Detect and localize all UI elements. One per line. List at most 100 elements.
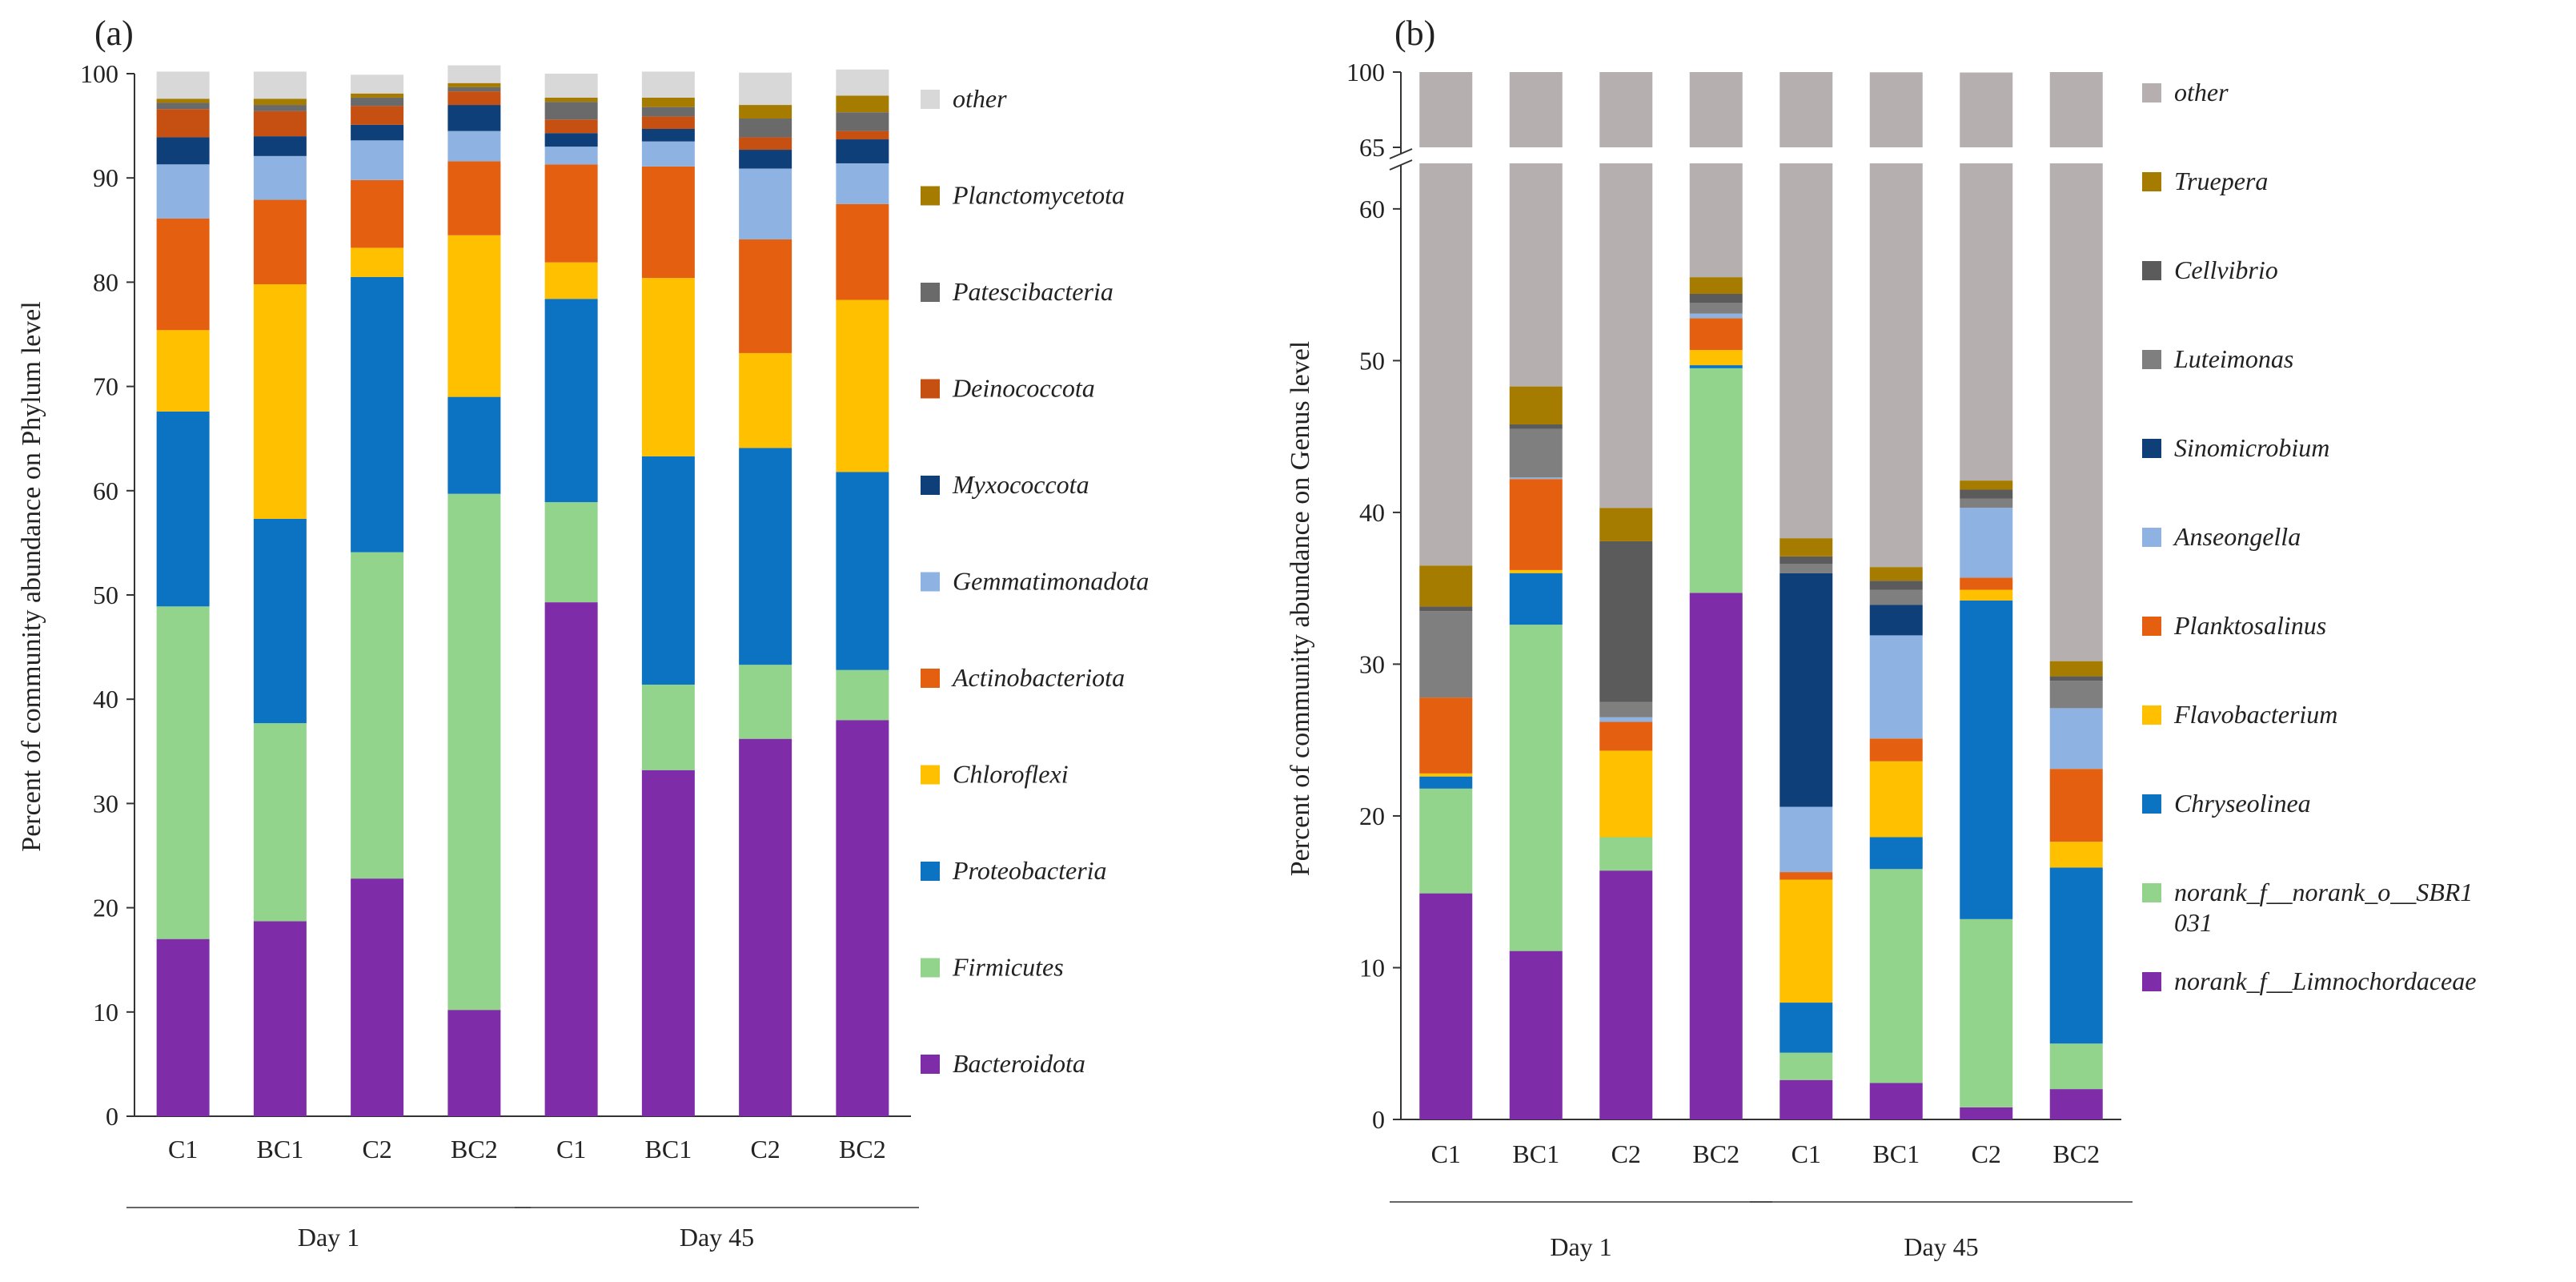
panel-a-bar-segment-firmicutes [351,552,404,879]
panel-a-bar-segment-bacteroidota [156,938,210,1116]
panel-b-legend-entry-norank-f-norank-o-sbr1031: norank_f__norank_o__SBR1 031 [2174,878,2473,937]
panel-b-y-tick-label: 40 [1359,498,1385,527]
panel-a-legend-swatch-myxococcota [921,476,940,495]
panel-b-bar-segment-norank-f-limnochordaceae [1419,893,1473,1119]
panel-b-legend-entry-sinomicrobium: Sinomicrobium [2174,433,2329,462]
panel-a-legend-swatch-bacteroidota [921,1055,940,1074]
panel-a-bar-segment-planctomycetota [447,82,501,87]
panel-b-bar-segment-planktosalinus [2049,769,2103,842]
panel-a-bar-segment-chloroflexi [156,330,210,412]
panel-a-y-tick-label: 10 [93,998,118,1027]
panel-a-bar-segment-deinococcota [641,116,695,130]
panel-a-bar-segment-firmicutes [156,606,210,939]
panel-b-y-tick-label: 50 [1359,346,1385,375]
panel-b-bar-segment-norank-f-norank-o-sbr1031 [1960,918,2013,1107]
panel-a-bar-segment-deinococcota [253,111,307,137]
panel-a-bar-segment-deinococcota [156,109,210,138]
panel-b-bar-segment-luteimonas [1509,428,1563,478]
panel-a-legend-entry-myxococcota: Myxococcota [952,470,1089,499]
panel-b-bar-segment-anseongella [1780,806,1833,873]
panel-a-bar-segment-actinobacteriota [641,166,695,279]
panel-a-bar-segment-bacteroidota [739,738,792,1116]
panel-a-bar-segment-bacteroidota [253,921,307,1116]
panel-b-bar-segment-planktosalinus [1960,577,2013,590]
panel-b-bar-segment-chryseolinea [1419,776,1473,789]
panel-a-legend-entry-proteobacteria: Proteobacteria [952,856,1107,885]
panel-a-bar-segment-deinococcota [351,106,404,125]
panel-a-bar-segment-firmicutes [641,684,695,770]
panel-a-bar-segment-proteobacteria [544,299,598,503]
panel-b-bar-segment-other [1599,72,1653,147]
panel-b-bar-segment-other [1869,163,1923,568]
panel-b-legend-entry-flavobacterium: Flavobacterium [2173,700,2337,729]
panel-b-bar-segment-luteimonas [1689,303,1743,314]
panel-a-bar-segment-firmicutes [544,502,598,603]
panel-b-bar-segment-truepera [1419,565,1473,607]
panel-a-bar-segment-myxococcota [836,139,889,163]
panel-a-y-tick-label: 40 [93,685,118,713]
panel-b-legend-entry-truepera: Truepera [2174,167,2268,195]
panel-a-bar-segment-firmicutes [253,723,307,922]
panel-a-legend-entry-firmicutes: Firmicutes [952,953,1064,982]
panel-b-legend: other Truepera Cellvibrio Luteimonas Sinomic… [2142,78,2476,995]
panel-b-bar-segment-planktosalinus [1419,697,1473,774]
panel-a-bar-segment-gemmatimonadota [447,131,501,162]
panel-b-x-tick-label: C1 [1431,1139,1461,1168]
panel-a-bars [156,65,889,1116]
panel-a-x-tick-label: BC1 [257,1135,304,1163]
panel-b-bar-segment-other [1960,72,2013,147]
panel-a-x-tick-label: C2 [362,1135,391,1163]
panel-b-bar-segment-luteimonas [1419,611,1473,698]
panel-a-bar-segment-myxococcota [351,124,404,141]
panel-a-bar-segment-firmicutes [739,665,792,739]
panel-b-bar-segment-anseongella [1509,477,1563,480]
panel-a-bar-segment-deinococcota [447,91,501,106]
panel-a-legend-entry-bacteroidota: Bacteroidota [953,1049,1085,1078]
panel-b-bar-segment-chryseolinea [1509,573,1563,625]
panel-a-legend-swatch-deinococcota [921,379,940,399]
panel-a-y-tick-label: 60 [93,476,118,505]
panel-b-legend-swatch-cellvibrio [2142,261,2161,280]
panel-b-group-label-day-45: Day 45 [1904,1232,1978,1261]
panel-b-legend-swatch-luteimonas [2142,350,2161,369]
panel-a-y-tick-label: 90 [93,163,118,192]
panel-a-legend-entry-actinobacteriota: Actinobacteriota [951,663,1125,692]
panel-a-bar-segment-proteobacteria [156,411,210,607]
panel-b-bar-segment-norank-f-norank-o-sbr1031 [1419,788,1473,894]
panel-a-bar-segment-actinobacteriota [447,161,501,235]
panel-a-bar-segment-chloroflexi [641,278,695,456]
panel-b-y-tick-label: 0 [1372,1105,1385,1134]
panel-b-axes: 0 10 20 30 40 50 60 65 100 C1 BC1 C2 BC2 C1 BC1 C2 BC2 Da… [1346,58,2133,1261]
panel-b-legend-swatch-truepera [2142,172,2161,191]
panel-b-bar-segment-planktosalinus [1780,872,1833,880]
panel-b-bar-segment-other [1780,72,1833,147]
panel-b-x-tick-label: BC1 [1512,1139,1559,1168]
panel-b-bar-segment-truepera [2049,661,2103,677]
panel-b-bar-segment-luteimonas [2049,681,2103,709]
panel-a-bar-segment-actinobacteriota [253,199,307,285]
panel-a-bar-segment-firmicutes [447,493,501,1011]
panel-b-bar-segment-other [1689,72,1743,147]
panel-a-bar-segment-actinobacteriota [739,239,792,353]
panel-b-legend-swatch-flavobacterium [2142,705,2161,725]
panel-b-bar-segment-truepera [1780,538,1833,557]
panel-b-legend-entry-norank-f-limnochordaceae: norank_f__Limnochordaceae [2174,967,2476,995]
panel-b-legend-swatch-anseongella [2142,528,2161,547]
panel-b-y-tick-label: 65 [1359,133,1385,162]
panel-a-bar-segment-proteobacteria [351,276,404,553]
panel-b-bar-segment-chryseolinea [1780,1003,1833,1053]
panel-b-bar-segment-other [1599,163,1653,508]
panel-a-y-tick-label: 80 [93,267,118,296]
panel-b-bar-segment-cellvibrio [1689,293,1743,303]
panel-a-legend-entry-deinococcota: Deinococcota [952,374,1095,403]
panel-b-legend-entry-other: other [2174,78,2229,106]
panel-a-legend-swatch-planctomycetota [921,186,940,206]
panel-b-legend-entry-planktosalinus: Planktosalinus [2173,611,2326,640]
panel-b-y-tick-label: 60 [1359,195,1385,223]
panel-b-bar-segment-other [1419,72,1473,147]
panel-a-legend-swatch-patescibacteria [921,283,940,302]
panel-a-x-tick-label: C1 [168,1135,198,1163]
panel-a-bar-segment-chloroflexi [253,284,307,519]
panel-a-x-tick-label: BC2 [451,1135,498,1163]
panel-a-bar-segment-myxococcota [641,129,695,142]
